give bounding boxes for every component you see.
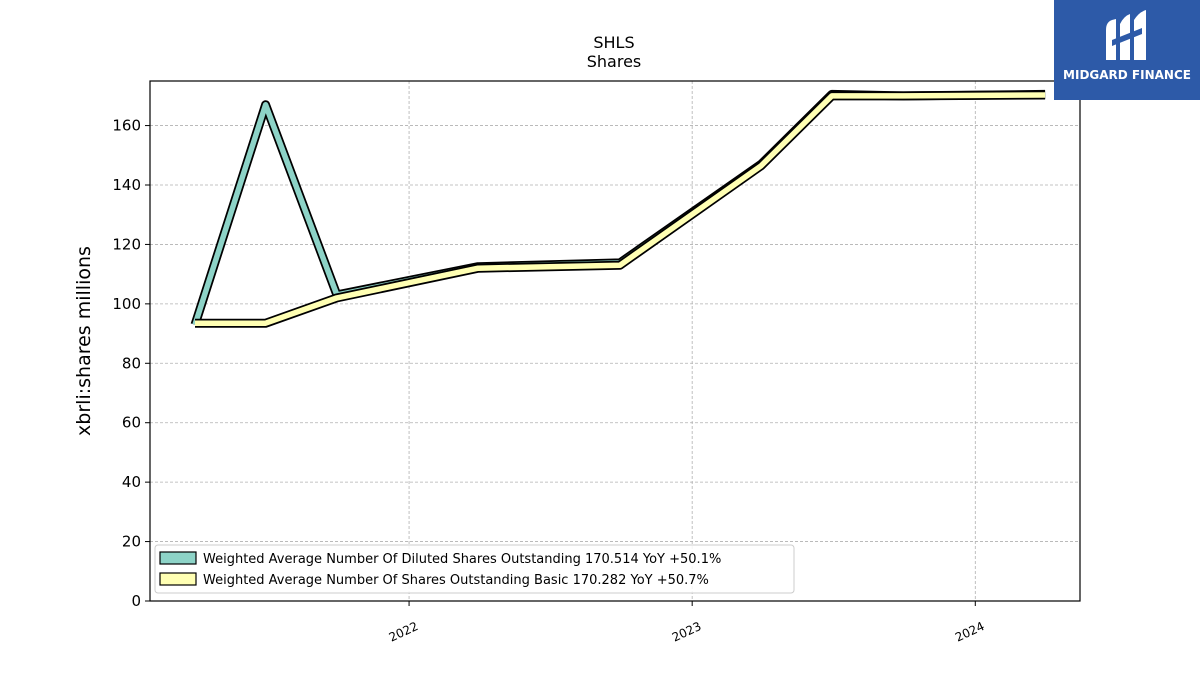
- x-tick-label: 2022: [387, 619, 421, 645]
- x-tick-label: 2023: [670, 619, 704, 645]
- x-tick-label: 2024: [953, 619, 987, 645]
- legend-entry-diluted: Weighted Average Number Of Diluted Share…: [203, 552, 721, 567]
- y-tick-label: 40: [122, 473, 141, 491]
- legend-entry-basic: Weighted Average Number Of Shares Outsta…: [203, 573, 709, 588]
- legend-swatch-basic: [159, 572, 197, 586]
- y-tick-label: 20: [122, 533, 141, 551]
- series-line-0-outline: [190, 89, 1046, 327]
- y-tick-label: 140: [112, 176, 141, 194]
- midgard-m-logo-icon: [1106, 10, 1146, 60]
- y-tick-label: 160: [112, 117, 141, 135]
- midgard-finance-logo: MIDGARD FINANCE: [1054, 0, 1200, 100]
- plot-frame: [149, 80, 1081, 602]
- chart-subtitle: Shares: [587, 52, 642, 71]
- grid-lines: [150, 81, 1080, 602]
- chart-title: SHLS: [593, 33, 634, 52]
- series-line-0: [192, 91, 1046, 326]
- x-axis-ticks: 2022 2023 2024: [387, 601, 987, 645]
- legend-box: [154, 544, 795, 594]
- legend-swatch-diluted: [159, 551, 197, 565]
- y-tick-label: 100: [112, 295, 141, 313]
- legend: Weighted Average Number Of Diluted Share…: [154, 544, 795, 594]
- y-tick-label: 60: [122, 414, 141, 432]
- series-lines: [190, 89, 1046, 328]
- series-line-1-outline: [195, 90, 1046, 328]
- y-tick-label: 120: [112, 235, 141, 253]
- brand-name: MIDGARD FINANCE: [1063, 68, 1191, 82]
- y-axis-ticks: 0 20 40 60 80 100 120 140 160: [112, 117, 150, 610]
- y-tick-label: 80: [122, 354, 141, 372]
- y-axis-label: xbrli:shares millions: [73, 246, 95, 436]
- y-tick-label: 0: [131, 592, 141, 610]
- series-line-1: [195, 92, 1046, 326]
